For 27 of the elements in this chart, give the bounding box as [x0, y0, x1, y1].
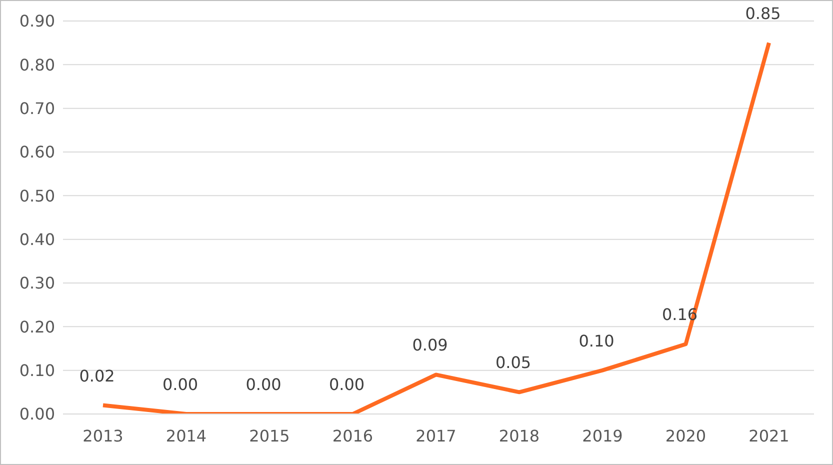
- data-label: 0.00: [162, 375, 198, 394]
- x-tick-label: 2018: [498, 426, 540, 446]
- y-tick-label: 0.10: [19, 361, 55, 380]
- y-tick-label: 0.80: [19, 55, 55, 74]
- data-label: 0.00: [246, 375, 282, 394]
- x-tick-label: 2019: [582, 426, 623, 446]
- y-tick-label: 0.70: [19, 99, 55, 118]
- data-label: 0.09: [412, 336, 448, 355]
- y-tick-label: 0.30: [19, 274, 55, 293]
- x-tick-label: 2017: [416, 426, 456, 446]
- x-tick-label: 2021: [748, 426, 790, 446]
- data-label: 0.00: [328, 375, 365, 394]
- x-tick-label: 2013: [82, 426, 124, 446]
- x-tick-label: 2015: [249, 426, 290, 446]
- data-label: 0.05: [495, 353, 532, 372]
- y-tick-label: 0.50: [19, 186, 55, 206]
- data-label: 0.10: [578, 331, 614, 350]
- y-tick-label: 0.40: [19, 230, 55, 250]
- x-tick-label: 2014: [166, 426, 207, 446]
- x-tick-label: 2016: [332, 426, 374, 446]
- y-tick-label: 0.00: [19, 404, 55, 424]
- data-label: 0.85: [745, 4, 781, 23]
- y-tick-label: 0.60: [19, 142, 55, 162]
- y-tick-label: 0.20: [19, 317, 55, 336]
- data-label: 0.02: [79, 366, 115, 386]
- y-tick-label: 0.90: [19, 12, 55, 31]
- x-tick-label: 2020: [665, 426, 706, 446]
